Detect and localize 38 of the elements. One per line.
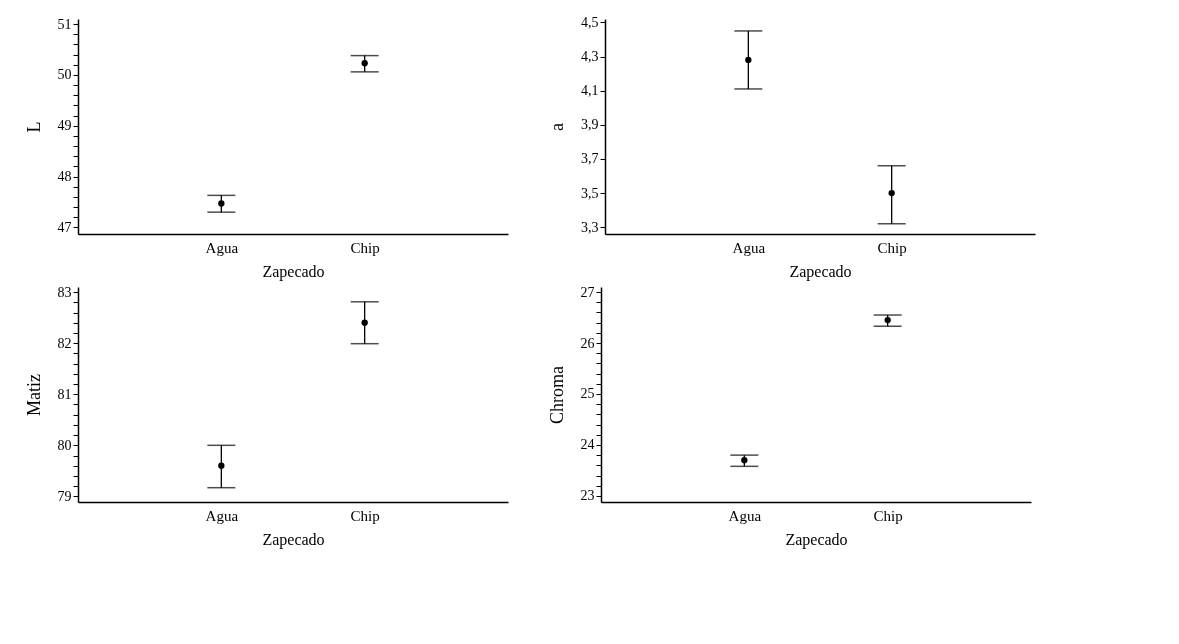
y-tick-label: 79 [57, 488, 72, 504]
x-tick-label: Agua [728, 507, 762, 524]
x-tick-label: Chip [350, 507, 380, 524]
y-axis-title: Chroma [546, 366, 567, 424]
y-tick-label: 24 [580, 437, 595, 453]
y-tick-label: 47 [57, 219, 72, 235]
x-tick-label: Agua [205, 239, 239, 256]
x-tick-label: Chip [873, 507, 903, 524]
y-tick-label: 4,5 [581, 14, 599, 30]
y-tick-label: 26 [580, 335, 595, 351]
y-tick-label: 81 [57, 386, 72, 402]
y-tick-label: 3,5 [581, 185, 599, 201]
x-axis-title: Zapecado [785, 530, 848, 549]
y-tick-label: 50 [57, 67, 72, 83]
x-axis-title: Zapecado [262, 262, 325, 281]
y-tick-label: 23 [580, 488, 595, 504]
y-axis-title: a [547, 123, 567, 131]
y-tick-label: 80 [57, 437, 72, 453]
y-axis-title: L [23, 121, 44, 133]
y-tick-label: 4,3 [581, 49, 599, 65]
x-axis-title: Zapecado [262, 530, 325, 549]
x-tick-label: Chip [877, 239, 907, 256]
x-tick-label: Agua [205, 507, 239, 524]
x-tick-label: Agua [732, 239, 766, 256]
y-tick-label: 83 [57, 284, 72, 300]
x-axis-title: Zapecado [789, 262, 852, 281]
y-tick-label: 3,3 [581, 219, 599, 235]
y-tick-label: 25 [580, 386, 595, 402]
x-tick-label: Chip [350, 239, 380, 256]
y-tick-label: 3,9 [581, 117, 599, 133]
y-tick-label: 48 [57, 169, 72, 185]
y-tick-label: 49 [57, 118, 72, 134]
y-tick-label: 27 [580, 284, 595, 300]
y-tick-label: 51 [57, 16, 72, 32]
y-axis-title: Matiz [23, 374, 44, 416]
y-tick-label: 3,7 [581, 151, 599, 167]
y-tick-label: 4,1 [581, 83, 599, 99]
y-tick-label: 82 [57, 335, 72, 351]
